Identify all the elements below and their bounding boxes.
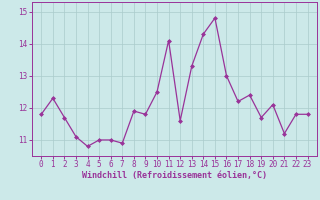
X-axis label: Windchill (Refroidissement éolien,°C): Windchill (Refroidissement éolien,°C) [82, 171, 267, 180]
